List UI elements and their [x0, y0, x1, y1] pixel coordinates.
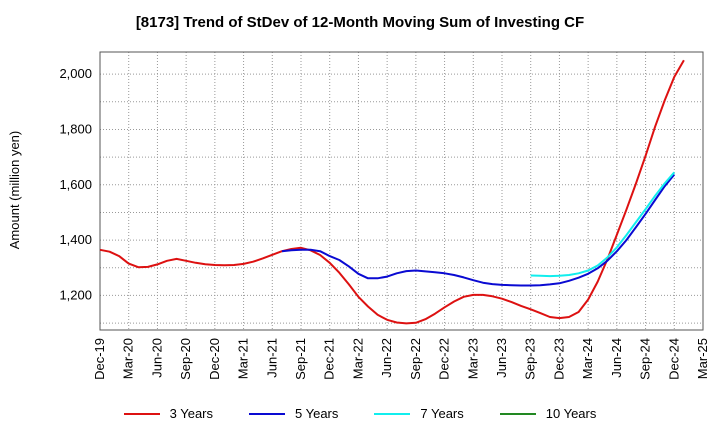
y-axis-label: Amount (million yen) — [7, 131, 22, 250]
legend-swatch — [123, 412, 160, 415]
x-tick-label: Sep-22 — [408, 338, 423, 380]
x-tick-label: Jun-20 — [149, 338, 164, 378]
legend-swatch — [249, 412, 285, 415]
x-tick-label: Jun-23 — [494, 338, 509, 378]
y-tick-label: 1,600 — [59, 177, 92, 192]
legend: 3 Years 5 Years 7 Years 10 Years — [0, 406, 720, 421]
x-tick-label: Jun-21 — [264, 338, 279, 378]
y-tick-label: 1,800 — [59, 121, 92, 136]
x-tick-label: Dec-23 — [551, 338, 566, 380]
x-tick-label: Sep-23 — [523, 338, 538, 380]
y-tick-label: 1,200 — [59, 287, 92, 302]
x-tick-label: Jun-24 — [609, 338, 624, 378]
y-tick-label: 1,400 — [59, 232, 92, 247]
plot-frame — [99, 51, 704, 331]
legend-label: 7 Years — [420, 406, 464, 421]
legend-item: 3 Years — [123, 406, 213, 421]
axis-layer: 1,200 1,400 1,600 1,800 2,000 Dec-19 Mar-20 Jun… — [59, 51, 710, 380]
series-line — [281, 173, 676, 287]
x-tick-label: Sep-21 — [293, 338, 308, 380]
series-layer — [99, 59, 685, 325]
legend-item: 10 Years — [499, 406, 597, 421]
grid-layer — [99, 52, 703, 330]
series-line — [99, 59, 685, 325]
x-tick-label: Mar-24 — [580, 338, 595, 379]
legend-label: 10 Years — [545, 406, 597, 421]
x-tick-label: Mar-20 — [121, 338, 136, 379]
x-tick-label: Mar-23 — [465, 338, 480, 379]
legend-label: 3 Years — [169, 406, 213, 421]
x-tick-label: Sep-20 — [178, 338, 193, 380]
x-tick-label: Mar-21 — [236, 338, 251, 379]
chart-title: [8173] Trend of StDev of 12-Month Moving… — [135, 14, 585, 31]
x-tick-label: Sep-24 — [638, 338, 653, 380]
legend-label: 5 Years — [295, 406, 339, 421]
y-tick-label: 2,000 — [59, 66, 92, 81]
x-tick-label: Dec-24 — [666, 338, 681, 380]
x-tick-label: Mar-22 — [350, 338, 365, 379]
series-line — [530, 171, 676, 278]
x-tick-label: Jun-22 — [379, 338, 394, 378]
x-tick-label: Mar-25 — [695, 338, 710, 379]
x-tick-label: Dec-19 — [92, 338, 107, 380]
legend-swatch — [374, 412, 411, 415]
x-tick-label: Dec-22 — [437, 338, 452, 380]
x-tick-label: Dec-21 — [322, 338, 337, 380]
legend-item: 7 Years — [374, 406, 464, 421]
legend-swatch — [499, 412, 536, 415]
x-tick-label: Dec-20 — [207, 338, 222, 380]
legend-item: 5 Years — [249, 406, 338, 421]
